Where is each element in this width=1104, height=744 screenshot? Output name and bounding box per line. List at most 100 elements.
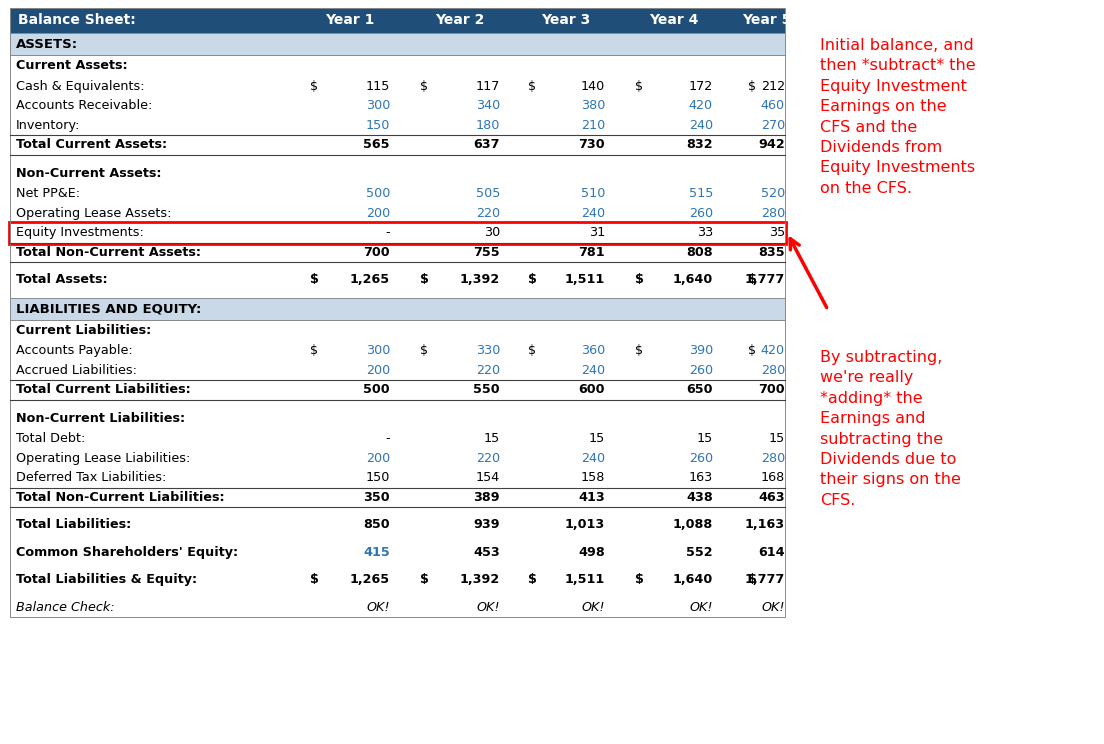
Text: 15: 15 <box>768 432 785 445</box>
Text: 280: 280 <box>761 207 785 219</box>
Text: $: $ <box>528 573 537 586</box>
Text: 240: 240 <box>581 452 605 465</box>
Text: Balance Sheet:: Balance Sheet: <box>18 13 136 28</box>
Text: 420: 420 <box>761 344 785 357</box>
Text: 460: 460 <box>761 99 785 112</box>
Text: 755: 755 <box>474 246 500 259</box>
Text: 260: 260 <box>689 452 713 465</box>
Bar <box>9 222 786 243</box>
Text: 154: 154 <box>476 471 500 484</box>
Text: 808: 808 <box>687 246 713 259</box>
Text: Initial balance, and
then *subtract* the
Equity Investment
Earnings on the
CFS a: Initial balance, and then *subtract* the… <box>820 38 976 196</box>
Text: 240: 240 <box>581 207 605 219</box>
Text: 330: 330 <box>476 344 500 357</box>
Text: $: $ <box>749 573 757 586</box>
Text: 33: 33 <box>697 226 713 240</box>
Text: 389: 389 <box>474 491 500 504</box>
Text: $: $ <box>635 573 644 586</box>
Bar <box>10 298 785 319</box>
Text: 1,777: 1,777 <box>745 573 785 586</box>
Text: Net PP&E:: Net PP&E: <box>15 187 81 200</box>
Text: $: $ <box>310 344 318 357</box>
Text: Common Shareholders' Equity:: Common Shareholders' Equity: <box>15 546 238 559</box>
Text: 390: 390 <box>689 344 713 357</box>
Text: 360: 360 <box>581 344 605 357</box>
Text: Accounts Payable:: Accounts Payable: <box>15 344 132 357</box>
Text: 942: 942 <box>758 138 785 151</box>
Text: Current Liabilities:: Current Liabilities: <box>15 324 151 337</box>
Text: 380: 380 <box>581 99 605 112</box>
Text: 350: 350 <box>363 491 390 504</box>
Text: 240: 240 <box>689 119 713 132</box>
Text: LIABILITIES AND EQUITY:: LIABILITIES AND EQUITY: <box>15 302 201 315</box>
Text: 280: 280 <box>761 364 785 376</box>
Text: 700: 700 <box>363 246 390 259</box>
Text: Deferred Tax Liabilities:: Deferred Tax Liabilities: <box>15 471 167 484</box>
Text: 1,640: 1,640 <box>672 573 713 586</box>
Text: Inventory:: Inventory: <box>15 119 81 132</box>
Text: $: $ <box>749 80 756 93</box>
Text: $: $ <box>310 273 319 286</box>
Text: Year 4: Year 4 <box>649 13 699 28</box>
Text: 270: 270 <box>761 119 785 132</box>
Text: 15: 15 <box>484 432 500 445</box>
Text: 939: 939 <box>474 519 500 531</box>
Text: Total Current Liabilities:: Total Current Liabilities: <box>15 383 191 397</box>
Text: Equity Investments:: Equity Investments: <box>15 226 144 240</box>
Text: OK!: OK! <box>690 600 713 614</box>
Text: Accrued Liabilities:: Accrued Liabilities: <box>15 364 137 376</box>
Text: 210: 210 <box>581 119 605 132</box>
Text: OK!: OK! <box>762 600 785 614</box>
Text: 413: 413 <box>578 491 605 504</box>
Text: 730: 730 <box>578 138 605 151</box>
Text: 438: 438 <box>687 491 713 504</box>
Text: By subtracting,
we're really
*adding* the
Earnings and
subtracting the
Dividends: By subtracting, we're really *adding* th… <box>820 350 960 508</box>
Text: 505: 505 <box>476 187 500 200</box>
Text: 420: 420 <box>689 99 713 112</box>
Text: Cash & Equivalents:: Cash & Equivalents: <box>15 80 145 93</box>
Text: Balance Check:: Balance Check: <box>15 600 115 614</box>
Text: Total Assets:: Total Assets: <box>15 273 107 286</box>
Text: 212: 212 <box>761 80 785 93</box>
Text: 1,640: 1,640 <box>672 273 713 286</box>
Text: $: $ <box>749 344 756 357</box>
Text: Year 3: Year 3 <box>541 13 591 28</box>
Text: 140: 140 <box>581 80 605 93</box>
Text: ASSETS:: ASSETS: <box>15 37 78 51</box>
Text: 520: 520 <box>761 187 785 200</box>
Text: 515: 515 <box>689 187 713 200</box>
Text: 832: 832 <box>687 138 713 151</box>
Bar <box>10 33 785 55</box>
Text: 550: 550 <box>474 383 500 397</box>
Text: 15: 15 <box>588 432 605 445</box>
Text: Non-Current Liabilities:: Non-Current Liabilities: <box>15 411 185 425</box>
Text: Year 2: Year 2 <box>435 13 485 28</box>
Text: 1,392: 1,392 <box>459 573 500 586</box>
Text: 168: 168 <box>761 471 785 484</box>
Text: 1,511: 1,511 <box>565 273 605 286</box>
Text: $: $ <box>310 80 318 93</box>
Text: 260: 260 <box>689 364 713 376</box>
Text: 115: 115 <box>365 80 390 93</box>
Text: $: $ <box>749 273 757 286</box>
Text: 30: 30 <box>484 226 500 240</box>
Text: 1,013: 1,013 <box>565 519 605 531</box>
Text: 453: 453 <box>474 546 500 559</box>
Text: Year 1: Year 1 <box>326 13 374 28</box>
Text: 1,163: 1,163 <box>745 519 785 531</box>
Text: 35: 35 <box>768 226 785 240</box>
Text: 781: 781 <box>578 246 605 259</box>
Text: 260: 260 <box>689 207 713 219</box>
Text: $: $ <box>420 80 428 93</box>
Text: Total Liabilities & Equity:: Total Liabilities & Equity: <box>15 573 198 586</box>
Text: $: $ <box>528 273 537 286</box>
Text: 150: 150 <box>365 119 390 132</box>
Text: 163: 163 <box>689 471 713 484</box>
Text: 500: 500 <box>365 187 390 200</box>
Text: Accounts Receivable:: Accounts Receivable: <box>15 99 152 112</box>
Text: 510: 510 <box>581 187 605 200</box>
Text: 200: 200 <box>365 207 390 219</box>
Text: 637: 637 <box>474 138 500 151</box>
Text: 1,777: 1,777 <box>745 273 785 286</box>
Text: 1,265: 1,265 <box>350 273 390 286</box>
